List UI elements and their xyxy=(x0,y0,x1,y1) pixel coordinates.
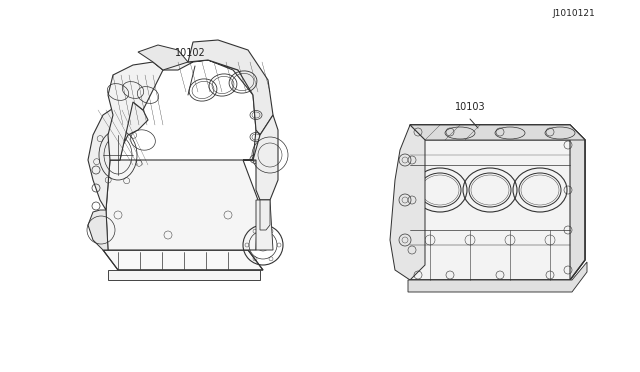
Text: 10102: 10102 xyxy=(175,48,205,58)
Polygon shape xyxy=(138,45,188,70)
Polygon shape xyxy=(410,125,585,140)
Polygon shape xyxy=(153,60,263,160)
Polygon shape xyxy=(390,125,425,280)
Polygon shape xyxy=(260,200,270,230)
Polygon shape xyxy=(570,125,585,280)
Polygon shape xyxy=(256,200,273,250)
Polygon shape xyxy=(88,210,108,250)
Text: J1010121: J1010121 xyxy=(552,9,595,18)
Polygon shape xyxy=(88,102,148,210)
Polygon shape xyxy=(108,62,163,160)
Polygon shape xyxy=(103,250,263,270)
Polygon shape xyxy=(410,125,585,140)
Polygon shape xyxy=(408,262,587,292)
Polygon shape xyxy=(188,40,273,135)
Polygon shape xyxy=(108,270,260,280)
Polygon shape xyxy=(253,115,278,200)
Polygon shape xyxy=(410,125,585,280)
Polygon shape xyxy=(106,160,258,250)
Text: 10103: 10103 xyxy=(455,102,486,112)
